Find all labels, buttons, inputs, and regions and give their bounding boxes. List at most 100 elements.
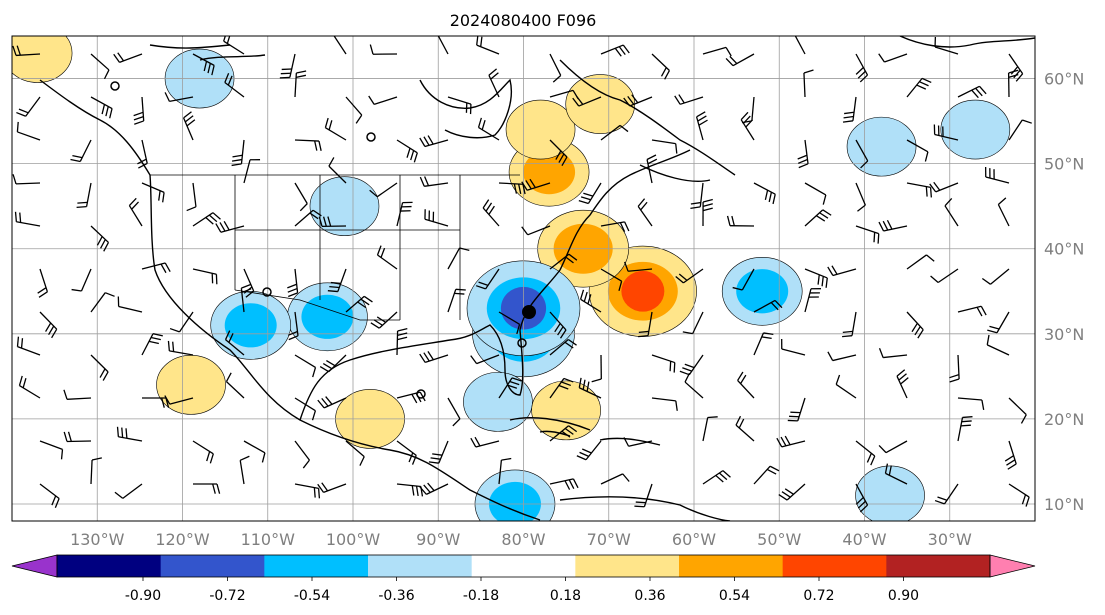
- latitude-tick-label: 40°N: [1044, 240, 1084, 259]
- wind-barb: [634, 483, 653, 508]
- longitude-tick-label: 40°W: [842, 530, 886, 549]
- wind-barb: [679, 354, 704, 376]
- wind-barb: [957, 416, 973, 442]
- wind-barb: [428, 440, 449, 464]
- wind-barb: [16, 121, 41, 141]
- map-title: 2024080400 F096: [450, 11, 597, 30]
- wind-barb: [778, 483, 806, 501]
- wind-barb: [328, 157, 347, 184]
- wind-barb: [646, 154, 658, 184]
- colorbar-segment: [368, 555, 473, 577]
- wind-barb: [906, 139, 929, 162]
- wind-barb: [726, 215, 755, 227]
- wind-barb: [623, 437, 653, 447]
- wind-barb: [324, 117, 347, 141]
- wind-barb: [447, 397, 461, 427]
- wind-barb: [396, 201, 413, 227]
- wind-barb: [576, 440, 602, 461]
- wind-barbs: [12, 36, 1032, 513]
- wind-barb: [549, 139, 568, 166]
- low-marker: [110, 81, 120, 91]
- wind-barb: [549, 311, 567, 339]
- wind-barb: [804, 268, 828, 288]
- wind-barb: [878, 440, 908, 454]
- wind-barb: [753, 465, 780, 485]
- wind-barb: [141, 333, 163, 356]
- anomaly-contour: [224, 303, 277, 348]
- wind-barb: [930, 268, 959, 284]
- wind-barb: [294, 354, 317, 378]
- longitude-tick-label: 50°W: [757, 530, 801, 549]
- wind-barb: [90, 292, 115, 313]
- wind-barb: [76, 182, 92, 208]
- wind-barb: [600, 268, 623, 292]
- wind-barb: [141, 182, 165, 203]
- wind-barb: [702, 198, 713, 227]
- wind-barb: [572, 96, 602, 107]
- wind-barb: [294, 139, 322, 151]
- wind-barb: [319, 354, 347, 373]
- wind-barb: [753, 182, 776, 205]
- wind-barb: [369, 44, 398, 55]
- wind-barb: [239, 455, 250, 485]
- longitude-tick-label: 90°W: [416, 530, 460, 549]
- wind-barb: [804, 209, 832, 227]
- anomaly-contour: [505, 99, 576, 160]
- wind-barb: [855, 483, 869, 513]
- colorbar-tick-label: -0.54: [294, 588, 330, 604]
- wind-barb: [1007, 69, 1019, 98]
- colorbar-segment: [264, 555, 369, 577]
- wind-barb: [753, 299, 783, 313]
- wind-barb: [419, 135, 449, 148]
- wind-barb: [637, 198, 653, 227]
- wind-barb: [475, 268, 500, 290]
- wind-barb: [192, 212, 221, 227]
- wind-barb: [333, 36, 347, 55]
- wind-barb: [90, 457, 102, 485]
- wind-barb: [18, 375, 41, 399]
- wind-barb: [396, 440, 417, 465]
- colorbar-tick-label: -0.36: [378, 588, 414, 604]
- colorbar-frame: [56, 554, 991, 578]
- wind-barb: [549, 53, 562, 83]
- wind-barb: [906, 182, 933, 198]
- colorbar-extend-min: [11, 554, 58, 578]
- anomaly-contour: [940, 99, 1011, 160]
- wind-barb: [192, 53, 215, 76]
- low-marker: [416, 389, 426, 399]
- wind-barb: [396, 139, 418, 163]
- wind-barb: [164, 395, 194, 405]
- wind-barb: [600, 473, 630, 485]
- wind-barb: [396, 483, 424, 497]
- longitude-labels: 130°W 120°W 110°W 100°W 90°W 80°W 70°W 60°W 50°W…: [70, 530, 972, 549]
- wind-barb: [376, 245, 398, 270]
- wind-barb: [215, 220, 245, 233]
- wind-barb: [318, 216, 347, 228]
- wind-barb: [447, 288, 466, 313]
- wind-barb: [986, 334, 1010, 356]
- longitude-tick-label: 30°W: [928, 530, 972, 549]
- wind-barb: [447, 96, 472, 115]
- latitude-tick-label: 30°N: [1044, 325, 1084, 344]
- colorbar: -0.90 -0.72 -0.54 -0.36 -0.18 0.18 0.36 0.54 0.7…: [11, 554, 1036, 604]
- wind-barb: [984, 167, 1010, 184]
- wind-barb: [345, 295, 373, 313]
- low-marker: [366, 132, 376, 142]
- longitude-tick-label: 110°W: [241, 530, 296, 549]
- anomaly-contour: [621, 270, 665, 312]
- wind-barb: [224, 73, 245, 98]
- wind-barb: [224, 330, 245, 356]
- wind-barb: [37, 268, 49, 298]
- wind-barb: [600, 221, 630, 232]
- wind-barb: [638, 311, 653, 338]
- wind-barb: [842, 311, 857, 338]
- wind-barb: [521, 225, 551, 236]
- anomaly-contour: [12, 36, 73, 83]
- wind-barb: [114, 483, 143, 499]
- longitude-tick-label: 60°W: [672, 530, 716, 549]
- wind-barb: [855, 182, 866, 212]
- wind-barb: [12, 45, 41, 57]
- wind-barb: [128, 197, 143, 227]
- wind-barb: [294, 483, 321, 499]
